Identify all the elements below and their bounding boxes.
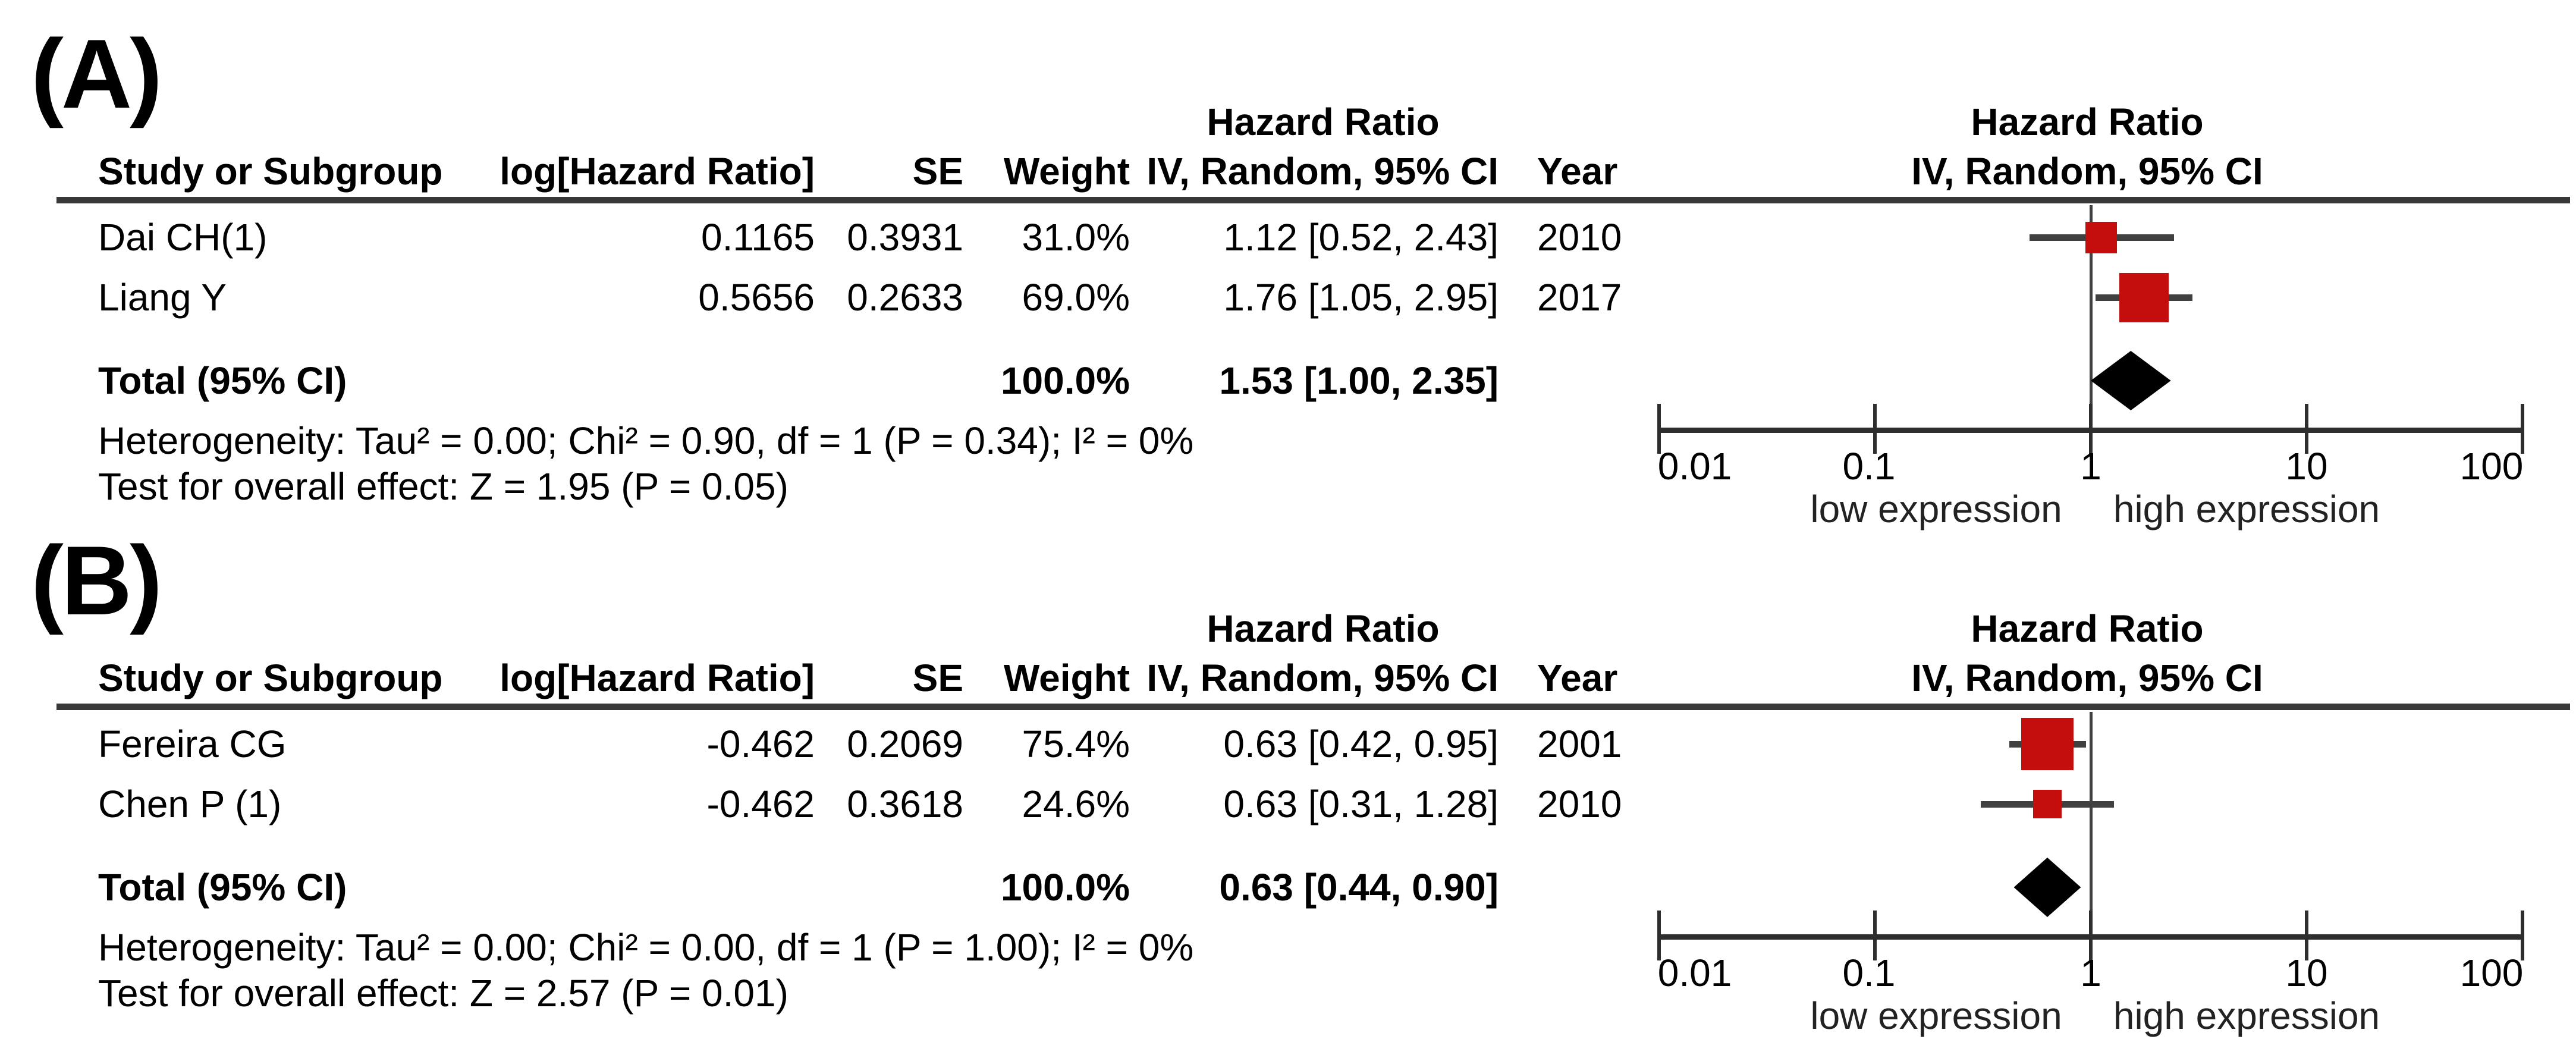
column-header-se: SE [912,150,963,193]
axis-right-direction-label: high expression [2113,994,2380,1037]
plot-method-header: IV, Random, 95% CI [1911,657,2263,699]
column-header-study: Study or Subgroup [98,150,443,193]
study-log-hr: 0.1165 [701,216,815,259]
study-log-hr: -0.462 [706,783,815,825]
panel-a-label: (A) [31,19,162,128]
column-header-log-hr: log[Hazard Ratio] [500,657,815,699]
study-weight-square-marker [2033,790,2062,818]
total-ci: 1.53 [1.00, 2.35] [1219,359,1499,402]
study-log-hr: 0.5656 [698,276,815,319]
column-header-se: SE [912,657,963,699]
x-axis-tick [1657,404,1661,454]
total-ci: 0.63 [0.44, 0.90] [1219,866,1499,909]
x-axis-tick [2521,404,2524,454]
forest-plot-graphic-area: 0.01 0.1 1 10 100 [0,507,2576,1042]
study-ci: 0.63 [0.31, 1.28] [1223,783,1499,825]
study-weight: 75.4% [1022,723,1130,765]
study-weight: 31.0% [1022,216,1130,259]
x-axis-tick-label: 0.01 [1657,952,1732,994]
x-axis-tick [2089,911,2093,960]
study-weight-square-marker [2119,272,2169,322]
overall-effect-test: Test for overall effect: Z = 2.57 (P = 0… [98,972,788,1015]
study-year: 2010 [1537,783,1622,825]
study-name: Fereira CG [98,723,287,765]
panel-b: (B) Hazard Ratio Hazard Ratio Study or S… [0,507,2576,1042]
axis-right-direction-label: high expression [2113,488,2380,530]
x-axis-tick [2089,404,2093,454]
study-year: 2017 [1537,276,1622,319]
plot-effect-measure-header: Hazard Ratio [1971,607,2204,650]
x-axis-tick-label: 0.1 [1842,952,1896,994]
pooled-effect-diamond [2013,858,2081,917]
heterogeneity-stats: Heterogeneity: Tau² = 0.00; Chi² = 0.90,… [98,419,1194,462]
study-year: 2010 [1537,216,1622,259]
panel-b-label: (B) [31,526,162,635]
x-axis-tick [1657,911,1661,960]
total-label: Total (95% CI) [98,359,347,402]
study-se: 0.3618 [847,783,963,825]
x-axis-tick-label: 1 [2080,952,2101,994]
column-header-ci: IV, Random, 95% CI [1146,657,1499,699]
column-header-log-hr: log[Hazard Ratio] [500,150,815,193]
header-rule [56,704,2570,710]
column-header-study: Study or Subgroup [98,657,443,699]
column-header-weight: Weight [1003,657,1130,699]
axis-left-direction-label: low expression [1810,994,2062,1037]
x-axis-tick-label: 0.01 [1657,445,1732,488]
table-effect-measure-header: Hazard Ratio [1207,607,1440,650]
null-effect-line [2089,205,2093,432]
x-axis-tick [2521,911,2524,960]
study-year: 2001 [1537,723,1622,765]
x-axis-tick-label: 10 [2285,952,2328,994]
plot-method-header: IV, Random, 95% CI [1911,150,2263,193]
study-ci: 0.63 [0.42, 0.95] [1223,723,1499,765]
study-weight: 69.0% [1022,276,1130,319]
null-effect-line [2089,712,2093,939]
study-weight-square-marker [2021,718,2074,770]
column-header-ci: IV, Random, 95% CI [1146,150,1499,193]
column-header-year: Year [1537,657,1618,699]
study-log-hr: -0.462 [706,723,815,765]
study-se: 0.3931 [847,216,963,259]
forest-plot-graphic-area: 0.01 0.1 1 10 100 [1657,205,2524,488]
study-se: 0.2633 [847,276,963,319]
x-axis-tick [1873,911,1877,960]
x-axis-tick [2305,404,2308,454]
study-name: Liang Y [98,276,227,319]
study-name: Chen P (1) [98,783,282,825]
plot-effect-measure-header: Hazard Ratio [1971,101,2204,143]
total-weight: 100.0% [1000,359,1130,402]
total-label: Total (95% CI) [98,866,347,909]
column-header-year: Year [1537,150,1618,193]
study-weight: 24.6% [1022,783,1130,825]
study-name: Dai CH(1) [98,216,268,259]
table-effect-measure-header: Hazard Ratio [1207,101,1440,143]
x-axis-tick-label: 10 [2285,445,2328,488]
total-weight: 100.0% [1000,866,1130,909]
x-axis-tick [1873,404,1877,454]
axis-left-direction-label: low expression [1810,488,2062,530]
x-axis-tick-label: 100 [2459,952,2524,994]
heterogeneity-stats: Heterogeneity: Tau² = 0.00; Chi² = 0.00,… [98,926,1194,969]
study-se: 0.2069 [847,723,963,765]
overall-effect-test: Test for overall effect: Z = 1.95 (P = 0… [98,465,788,508]
x-axis-tick [2305,911,2308,960]
pooled-effect-diamond [2091,351,2171,410]
study-weight-square-marker [2085,221,2118,253]
x-axis-tick-label: 100 [2459,445,2524,488]
panel-a: (A) Hazard Ratio Hazard Ratio Study or S… [31,19,2570,530]
x-axis-tick-label: 1 [2080,445,2101,488]
x-axis-tick-label: 0.1 [1842,445,1896,488]
study-ci: 1.76 [1.05, 2.95] [1223,276,1499,319]
column-header-weight: Weight [1003,150,1130,193]
study-ci: 1.12 [0.52, 2.43] [1223,216,1499,259]
header-rule [56,197,2570,203]
